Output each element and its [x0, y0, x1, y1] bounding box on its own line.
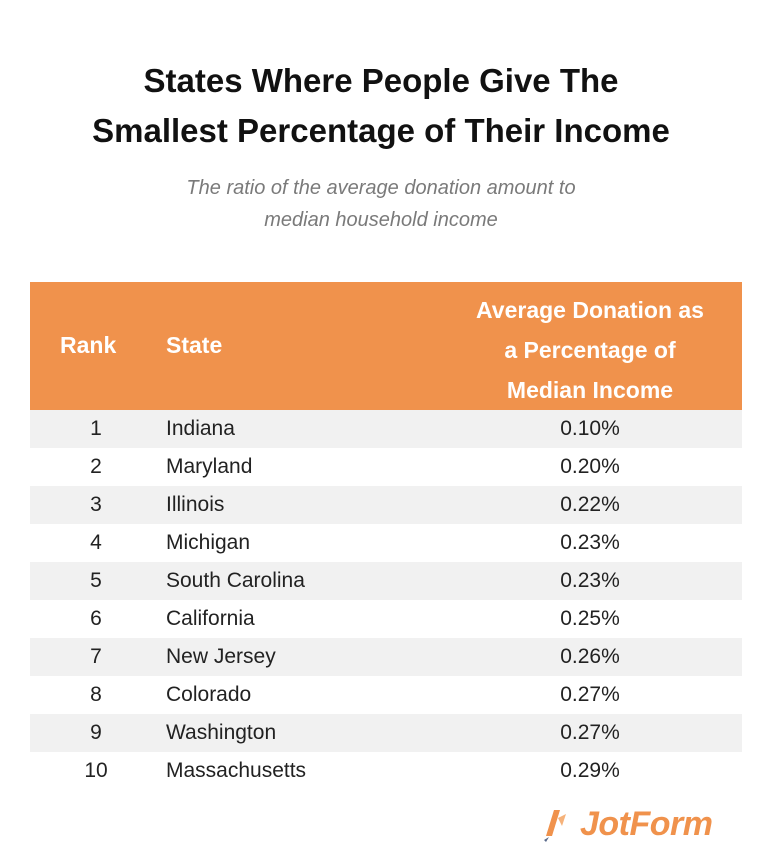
header-value: Average Donation as a Percentage of Medi…: [440, 290, 740, 410]
cell-state: Illinois: [166, 493, 225, 516]
cell-state: New Jersey: [166, 645, 276, 668]
table-row: 1 Indiana 0.10%: [30, 410, 742, 448]
table-row: 5 South Carolina 0.23%: [30, 562, 742, 600]
cell-value: 0.26%: [560, 645, 620, 668]
table-row: 2 Maryland 0.20%: [30, 448, 742, 486]
chart-title-line-2: Smallest Percentage of Their Income: [92, 112, 670, 149]
cell-state: Indiana: [166, 417, 235, 440]
brand-name: JotForm: [580, 804, 713, 843]
cell-value: 0.27%: [560, 683, 620, 706]
cell-rank: 10: [84, 759, 108, 782]
header-value-line-1: Average Donation as: [476, 297, 704, 323]
cell-state: Washington: [166, 721, 277, 744]
table-row: 8 Colorado 0.27%: [30, 676, 742, 714]
cell-rank: 7: [90, 645, 102, 668]
table-row: 3 Illinois 0.22%: [30, 486, 742, 524]
table-row: 6 California 0.25%: [30, 600, 742, 638]
cell-value: 0.25%: [560, 607, 620, 630]
cell-value: 0.22%: [560, 493, 620, 516]
cell-value: 0.23%: [560, 569, 620, 592]
cell-value: 0.27%: [560, 721, 620, 744]
cell-value: 0.10%: [560, 417, 620, 440]
header-rank: Rank: [60, 332, 117, 358]
cell-state: South Carolina: [166, 569, 305, 592]
cell-state: Colorado: [166, 683, 252, 706]
chart-title-line-1: States Where People Give The: [143, 62, 619, 99]
table-header: Rank State Average Donation as a Percent…: [30, 282, 742, 410]
table-row: 7 New Jersey 0.26%: [30, 638, 742, 676]
cell-rank: 6: [90, 607, 102, 630]
cell-state: California: [166, 607, 255, 630]
cell-value: 0.29%: [560, 759, 620, 782]
cell-rank: 3: [90, 493, 102, 516]
chart-subtitle-line-2: median household income: [264, 209, 498, 231]
cell-value: 0.20%: [560, 455, 620, 478]
cell-rank: 4: [90, 531, 102, 554]
cell-rank: 9: [90, 721, 102, 744]
cell-state: Maryland: [166, 455, 253, 478]
chart-title: States Where People Give The Smallest Pe…: [0, 56, 762, 156]
cell-value: 0.23%: [560, 531, 620, 554]
jotform-logo-icon: [544, 810, 566, 842]
cell-rank: 2: [90, 455, 102, 478]
header-value-line-2: a Percentage of: [504, 337, 676, 363]
header-state: State: [166, 332, 223, 358]
chart-subtitle-line-1: The ratio of the average donation amount…: [186, 177, 576, 199]
table-row: 9 Washington 0.27%: [30, 714, 742, 752]
cell-rank: 1: [90, 417, 102, 440]
brand-logo: JotForm: [540, 800, 713, 848]
data-table: Rank State Average Donation as a Percent…: [30, 282, 742, 790]
chart-subtitle: The ratio of the average donation amount…: [0, 172, 762, 236]
table-row: 10 Massachusetts 0.29%: [30, 752, 742, 790]
cell-rank: 5: [90, 569, 102, 592]
table-row: 4 Michigan 0.23%: [30, 524, 742, 562]
cell-rank: 8: [90, 683, 102, 706]
cell-state: Michigan: [166, 531, 251, 554]
table-body: 1 Indiana 0.10% 2 Maryland 0.20% 3 Illinois 0.22…: [30, 410, 742, 790]
cell-state: Massachusetts: [166, 759, 307, 782]
header-value-line-3: Median Income: [506, 377, 674, 403]
